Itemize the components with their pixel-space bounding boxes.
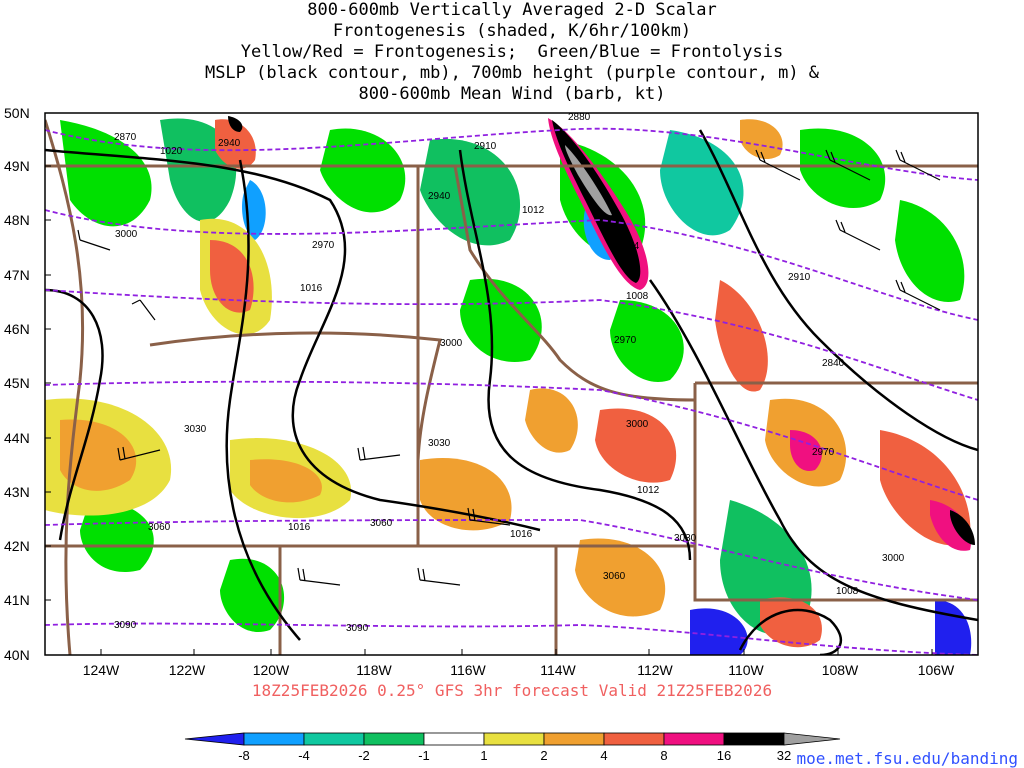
lon-label: 124W bbox=[83, 662, 120, 678]
mslp-label: 1020 bbox=[160, 146, 183, 157]
political-borders bbox=[45, 119, 978, 655]
map-title: 800-600mb Vertically Averaged 2-D Scalar… bbox=[0, 0, 1024, 105]
colorbar-tick: 2 bbox=[540, 748, 547, 763]
height-label: 3030 bbox=[184, 424, 207, 435]
height-label: 3090 bbox=[114, 620, 137, 631]
colorbar-tick: -2 bbox=[358, 748, 370, 763]
lat-label: 47N bbox=[4, 267, 30, 283]
title-line-3: Yellow/Red = Frontogenesis; Green/Blue =… bbox=[240, 42, 784, 62]
colorbar-swatch bbox=[243, 732, 305, 746]
colorbar-swatch bbox=[723, 732, 785, 746]
lat-label: 46N bbox=[4, 321, 30, 337]
mslp-label: 1016 bbox=[300, 283, 323, 294]
colorbar-tick: 1 bbox=[480, 748, 487, 763]
height-label: 3000 bbox=[115, 229, 138, 240]
colorbar-swatch bbox=[783, 732, 841, 746]
title-line-5: 800-600mb Mean Wind (barb, kt) bbox=[358, 84, 666, 104]
colorbar-swatch bbox=[423, 732, 485, 746]
height-label: 3000 bbox=[626, 419, 649, 430]
height-label: 3000 bbox=[882, 553, 905, 564]
mslp-contours bbox=[45, 129, 978, 655]
lat-label: 41N bbox=[4, 592, 30, 608]
colorbar-swatch bbox=[543, 732, 605, 746]
source-credit: moe.met.fsu.edu/banding bbox=[796, 749, 1018, 768]
height-contours bbox=[45, 127, 978, 655]
colorbar-swatch bbox=[483, 732, 545, 746]
height-label: 2970 bbox=[614, 335, 637, 346]
colorbar-tick: -1 bbox=[418, 748, 430, 763]
forecast-valid-time: 18Z25FEB2026 0.25° GFS 3hr forecast Vali… bbox=[251, 681, 773, 700]
colorbar-tick: 32 bbox=[777, 748, 791, 763]
colorbar-swatch bbox=[303, 732, 365, 746]
lon-axis: 124W 122W 120W 118W 116W 114W 112W 110W … bbox=[83, 649, 955, 678]
lon-label: 116W bbox=[450, 662, 486, 678]
height-label: 3060 bbox=[370, 518, 393, 529]
lon-label: 118W bbox=[356, 662, 392, 678]
lat-label: 42N bbox=[4, 538, 30, 554]
colorbar-swatch bbox=[603, 732, 665, 746]
height-label: 3030 bbox=[428, 438, 451, 449]
mslp-label: 1008 bbox=[626, 291, 649, 302]
colorbar-tick: 4 bbox=[600, 748, 607, 763]
colorbar-tick: 8 bbox=[660, 748, 667, 763]
height-label: 2940 bbox=[218, 138, 241, 149]
colorbar-swatch bbox=[184, 732, 245, 746]
lat-label: 48N bbox=[4, 212, 30, 228]
lon-label: 106W bbox=[918, 662, 955, 678]
lon-label: 120W bbox=[253, 662, 290, 678]
mslp-label: 1016 bbox=[510, 529, 533, 540]
colorbar-tick: 16 bbox=[717, 748, 731, 763]
colorbar-swatch bbox=[363, 732, 425, 746]
lon-label: 110W bbox=[728, 662, 764, 678]
mslp-label: 1016 bbox=[288, 522, 311, 533]
height-label: 3000 bbox=[440, 338, 463, 349]
colorbar-tick: -8 bbox=[238, 748, 250, 763]
height-label: 2910 bbox=[474, 141, 497, 152]
height-label: 3090 bbox=[346, 623, 369, 634]
lat-label: 49N bbox=[4, 158, 30, 174]
wind-barbs bbox=[77, 149, 941, 586]
height-label: 2970 bbox=[312, 240, 335, 251]
height-label: 3060 bbox=[148, 522, 171, 533]
height-label: 2840 bbox=[822, 358, 845, 369]
title-line-4: MSLP (black contour, mb), 700mb height (… bbox=[204, 63, 820, 83]
height-label: 3030 bbox=[674, 533, 697, 544]
lat-label: 44N bbox=[4, 430, 30, 446]
lon-label: 112W bbox=[637, 662, 673, 678]
colorbar-tick: -4 bbox=[298, 748, 310, 763]
mslp-label: 1008 bbox=[836, 586, 859, 597]
lat-label: 45N bbox=[4, 375, 30, 391]
lat-label: 40N bbox=[4, 647, 30, 663]
lat-label: 50N bbox=[4, 105, 30, 121]
height-label: 3060 bbox=[603, 571, 626, 582]
lon-label: 108W bbox=[822, 662, 859, 678]
contour-labels: 1020 1016 1012 1008 1004 1012 1016 1016 … bbox=[114, 112, 905, 634]
height-label: 2880 bbox=[568, 112, 591, 123]
title-line-2: Frontogenesis (shaded, K/6hr/100km) bbox=[332, 21, 692, 41]
lat-axis: 50N 49N 48N 47N 46N 45N 44N 43N 42N 41N … bbox=[4, 105, 51, 663]
mslp-label: 1004 bbox=[617, 241, 640, 252]
lon-label: 114W bbox=[540, 662, 576, 678]
height-label: 2970 bbox=[812, 447, 835, 458]
lon-label: 122W bbox=[169, 662, 206, 678]
title-line-1: 800-600mb Vertically Averaged 2-D Scalar bbox=[307, 0, 717, 20]
mslp-label: 1012 bbox=[522, 205, 545, 216]
mslp-label: 1012 bbox=[637, 485, 660, 496]
height-label: 2870 bbox=[114, 132, 137, 143]
plot-frame bbox=[44, 112, 979, 656]
height-label: 2940 bbox=[428, 191, 451, 202]
lat-label: 43N bbox=[4, 484, 30, 500]
colorbar-swatch bbox=[663, 732, 725, 746]
height-label: 2910 bbox=[788, 272, 811, 283]
colorbar: -8 -4 -2 -1 1 2 4 8 16 32 bbox=[184, 732, 841, 763]
